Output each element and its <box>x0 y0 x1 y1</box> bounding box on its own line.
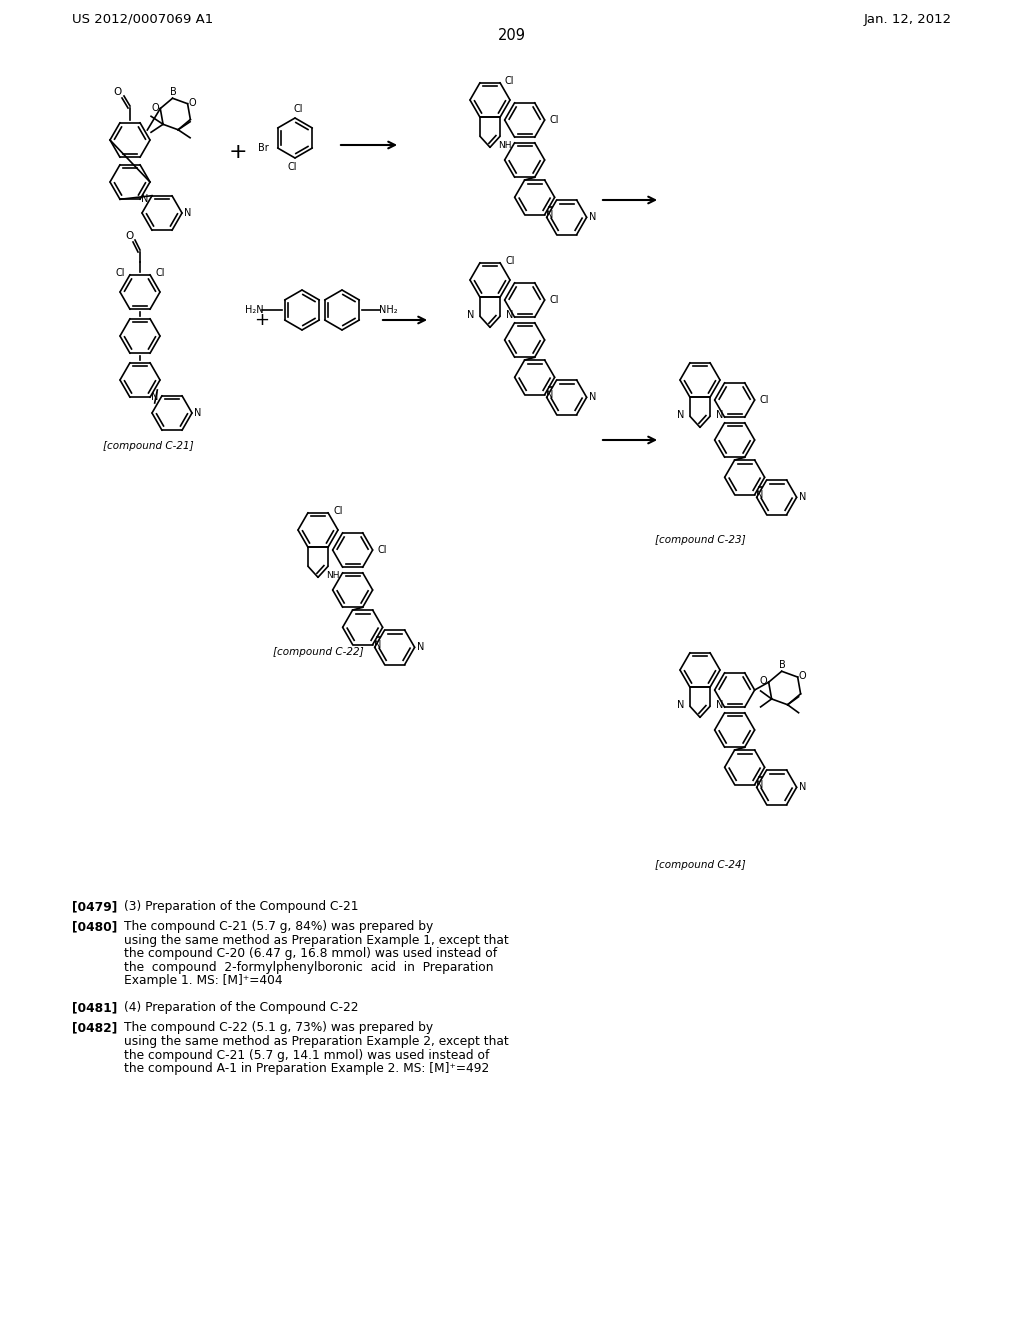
Text: [compound C-24]: [compound C-24] <box>654 861 745 870</box>
Text: B: B <box>779 660 786 671</box>
Text: [compound C-23]: [compound C-23] <box>654 535 745 545</box>
Text: Cl: Cl <box>293 104 303 114</box>
Text: N: N <box>799 492 806 503</box>
Text: the compound A-1 in Preparation Example 2. MS: [M]⁺=492: the compound A-1 in Preparation Example … <box>124 1063 489 1074</box>
Text: Example 1. MS: [M]⁺=404: Example 1. MS: [M]⁺=404 <box>124 974 283 987</box>
Text: Cl: Cl <box>288 162 297 172</box>
Text: [0480]: [0480] <box>72 920 118 933</box>
Text: Cl: Cl <box>505 256 515 265</box>
Text: the  compound  2-formylphenylboronic  acid  in  Preparation: the compound 2-formylphenylboronic acid … <box>124 961 494 974</box>
Text: The compound C-21 (5.7 g, 84%) was prepared by: The compound C-21 (5.7 g, 84%) was prepa… <box>124 920 433 933</box>
Text: N: N <box>756 490 763 500</box>
Text: Br: Br <box>258 143 269 153</box>
Text: Cl: Cl <box>378 545 387 554</box>
Text: [compound C-22]: [compound C-22] <box>272 647 364 657</box>
Text: N: N <box>677 411 684 420</box>
Text: N: N <box>546 389 553 400</box>
Text: N: N <box>374 640 381 649</box>
Text: N: N <box>184 209 191 218</box>
Text: (4) Preparation of the Compound C-22: (4) Preparation of the Compound C-22 <box>124 1002 358 1014</box>
Text: [0479]: [0479] <box>72 900 118 913</box>
Text: NH: NH <box>498 141 512 150</box>
Text: N: N <box>799 783 806 792</box>
Text: Cl: Cl <box>550 294 559 305</box>
Text: H₂N: H₂N <box>245 305 263 315</box>
Text: US 2012/0007069 A1: US 2012/0007069 A1 <box>72 12 213 25</box>
Text: N: N <box>756 780 763 789</box>
Text: the compound C-20 (6.47 g, 16.8 mmol) was used instead of: the compound C-20 (6.47 g, 16.8 mmol) wa… <box>124 948 497 960</box>
Text: N: N <box>589 392 596 403</box>
Text: N: N <box>716 411 723 420</box>
Text: N: N <box>589 213 596 222</box>
Text: [0482]: [0482] <box>72 1022 118 1035</box>
Text: N: N <box>716 701 723 710</box>
Text: (3) Preparation of the Compound C-21: (3) Preparation of the Compound C-21 <box>124 900 358 913</box>
Text: the compound C-21 (5.7 g, 14.1 mmol) was used instead of: the compound C-21 (5.7 g, 14.1 mmol) was… <box>124 1048 489 1061</box>
Text: N: N <box>152 392 159 403</box>
Text: O: O <box>125 231 133 242</box>
Text: O: O <box>152 103 159 112</box>
Text: Cl: Cl <box>760 395 769 405</box>
Text: Jan. 12, 2012: Jan. 12, 2012 <box>864 12 952 25</box>
Text: N: N <box>677 701 684 710</box>
Text: O: O <box>799 671 807 681</box>
Text: NH₂: NH₂ <box>379 305 397 315</box>
Text: O: O <box>760 676 767 686</box>
Text: 209: 209 <box>498 28 526 42</box>
Text: B: B <box>170 87 177 98</box>
Text: N: N <box>417 643 424 652</box>
Text: [0481]: [0481] <box>72 1002 118 1014</box>
Text: Cl: Cl <box>504 75 514 86</box>
Text: [compound C-21]: [compound C-21] <box>102 441 194 451</box>
Text: Cl: Cl <box>156 268 165 277</box>
Text: N: N <box>467 310 474 321</box>
Text: N: N <box>506 310 513 321</box>
Text: Cl: Cl <box>333 506 343 516</box>
Text: Cl: Cl <box>116 268 125 277</box>
Text: +: + <box>228 143 248 162</box>
Text: N: N <box>546 210 553 219</box>
Text: N: N <box>141 194 148 205</box>
Text: NH: NH <box>326 570 340 579</box>
Text: using the same method as Preparation Example 2, except that: using the same method as Preparation Exa… <box>124 1035 509 1048</box>
Text: O: O <box>114 87 122 96</box>
Text: Cl: Cl <box>550 115 559 125</box>
Text: +: + <box>255 312 269 329</box>
Text: N: N <box>195 408 202 418</box>
Text: O: O <box>188 98 197 108</box>
Text: using the same method as Preparation Example 1, except that: using the same method as Preparation Exa… <box>124 933 509 946</box>
Text: The compound C-22 (5.1 g, 73%) was prepared by: The compound C-22 (5.1 g, 73%) was prepa… <box>124 1022 433 1035</box>
